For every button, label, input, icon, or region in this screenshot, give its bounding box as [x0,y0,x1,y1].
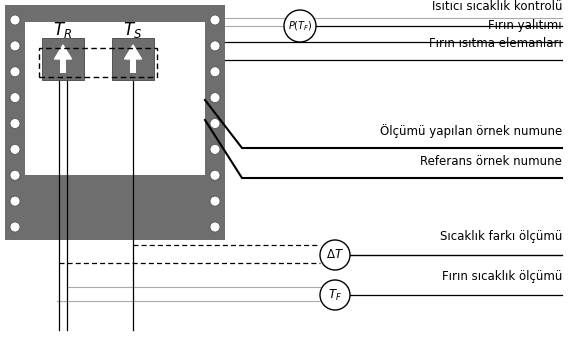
Circle shape [284,10,316,42]
Text: Isıtıcı sıcaklık kontrolü: Isıtıcı sıcaklık kontrolü [431,0,562,13]
Circle shape [10,170,20,180]
Bar [5,5,225,240]
Text: Fırın ısıtma elemanları: Fırın ısıtma elemanları [429,37,562,50]
Text: Fırın sıcaklık ölçümü: Fırın sıcaklık ölçümü [442,270,562,283]
Circle shape [320,240,350,270]
Circle shape [210,144,220,154]
Circle shape [210,93,220,103]
Circle shape [210,15,220,25]
Circle shape [210,67,220,77]
Text: $P(T_F)$: $P(T_F)$ [288,19,312,33]
Circle shape [10,15,20,25]
Bar [112,38,154,80]
Text: Referans örnek numune: Referans örnek numune [420,155,562,168]
Circle shape [210,41,220,51]
Circle shape [320,280,350,310]
Circle shape [10,67,20,77]
Circle shape [210,170,220,180]
Circle shape [210,118,220,128]
Bar [131,59,136,73]
Bar [60,59,66,73]
Text: $T_S$: $T_S$ [124,20,142,40]
Polygon shape [55,45,71,59]
Bar [25,175,205,210]
Circle shape [210,222,220,232]
Text: Ölçümü yapılan örnek numune: Ölçümü yapılan örnek numune [380,124,562,138]
Bar [25,22,205,175]
Circle shape [10,118,20,128]
Text: $T_F$: $T_F$ [328,287,342,303]
Bar [39,48,157,77]
Polygon shape [124,45,141,59]
Bar [42,38,84,80]
Circle shape [10,41,20,51]
Circle shape [210,196,220,206]
Circle shape [10,144,20,154]
Text: Fırın yalıtımı: Fırın yalıtımı [488,19,562,32]
Text: $T_R$: $T_R$ [54,20,72,40]
Text: $\Delta T$: $\Delta T$ [326,248,344,262]
Text: Sıcaklık farkı ölçümü: Sıcaklık farkı ölçümü [439,230,562,243]
Circle shape [10,93,20,103]
Circle shape [10,222,20,232]
Circle shape [10,196,20,206]
